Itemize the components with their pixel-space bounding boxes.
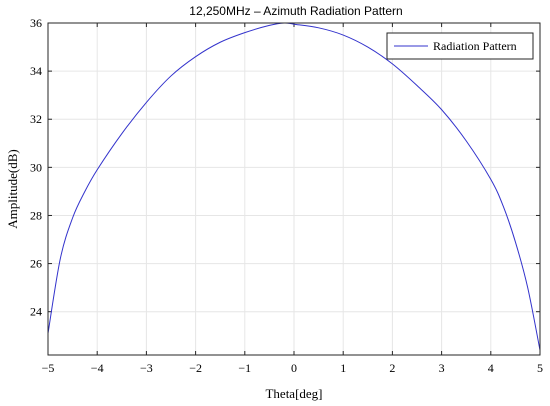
x-tick-label: −2 bbox=[189, 361, 202, 375]
y-axis-label: Amplitude(dB) bbox=[5, 149, 20, 228]
x-tick-label: 3 bbox=[439, 361, 445, 375]
x-axis-label: Theta[deg] bbox=[265, 386, 322, 401]
y-tick-label: 36 bbox=[30, 16, 42, 30]
chart-title: 12,250MHz – Azimuth Radiation Pattern bbox=[189, 4, 402, 18]
y-tick-label: 32 bbox=[30, 112, 42, 126]
x-tick-label: 5 bbox=[537, 361, 543, 375]
legend-label: Radiation Pattern bbox=[433, 39, 517, 53]
grid bbox=[47, 22, 541, 355]
x-tick-label: 0 bbox=[291, 361, 297, 375]
x-tick-label: −5 bbox=[42, 361, 55, 375]
plot-frame bbox=[47, 22, 541, 356]
y-tick-label: 24 bbox=[30, 305, 42, 319]
x-tick-label: −3 bbox=[140, 361, 153, 375]
x-tick-label: 1 bbox=[340, 361, 346, 375]
x-tick-label: −4 bbox=[91, 361, 104, 375]
y-tick-label: 34 bbox=[30, 64, 42, 78]
y-tick-label: 30 bbox=[30, 160, 42, 174]
legend: Radiation Pattern bbox=[386, 32, 534, 60]
x-tick-label: −1 bbox=[238, 361, 251, 375]
x-tick-label: 4 bbox=[488, 361, 494, 375]
x-tick-label: 2 bbox=[389, 361, 395, 375]
y-tick-label: 26 bbox=[30, 257, 42, 271]
y-tick-label: 28 bbox=[30, 208, 42, 222]
